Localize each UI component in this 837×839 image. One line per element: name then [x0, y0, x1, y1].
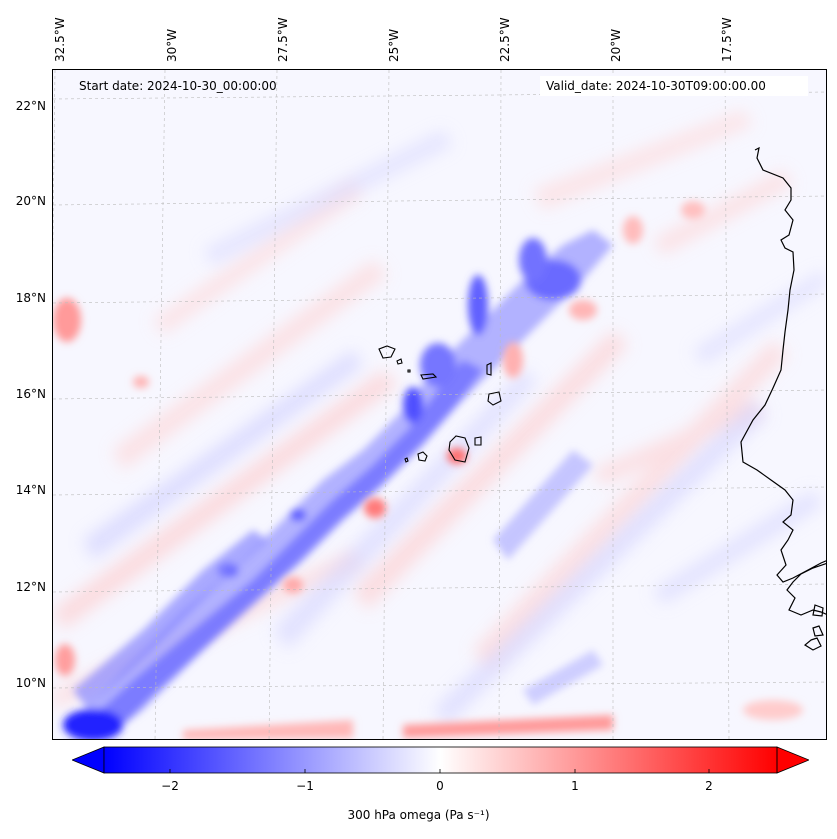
lon-label-20w: 20°W: [609, 28, 623, 62]
lon-label-32-5w: 32.5°W: [53, 17, 67, 62]
colorbar-extend-max: [776, 746, 809, 774]
lon-label-27-5w: 27.5°W: [276, 17, 290, 62]
lat-label-14n: 14°N: [15, 483, 46, 497]
omega-map: Start date: 2024-10-30_00:00:00 Valid_da…: [52, 69, 827, 740]
colorbar-tick-neg1: −1: [296, 779, 314, 793]
colorbar-gradient: [104, 747, 777, 773]
lat-label-10n: 10°N: [15, 676, 46, 690]
lat-label-16n: 16°N: [15, 387, 46, 401]
colorbar-tick-2: 2: [705, 779, 713, 793]
cape-verde-islands: [378, 345, 502, 463]
colorbar-outline: [103, 746, 778, 774]
lat-label-18n: 18°N: [15, 291, 46, 305]
lat-label-22n: 22°N: [15, 99, 46, 113]
africa-coastline: [740, 146, 826, 651]
start-date-label: Start date: 2024-10-30_00:00:00: [79, 79, 277, 93]
lon-label-22-5w: 22.5°W: [498, 17, 512, 62]
colorbar: [72, 746, 809, 774]
colorbar-tick-neg2: −2: [161, 779, 179, 793]
weak-negative-bands: [83, 130, 826, 725]
lon-label-25w: 25°W: [387, 28, 401, 62]
colorbar-extend-min: [72, 746, 105, 774]
colorbar-tick-marks: [169, 769, 710, 773]
valid-date-label: Valid_date: 2024-10-30T09:00:00.00: [546, 79, 766, 93]
lat-label-12n: 12°N: [15, 580, 46, 594]
lon-label-30w: 30°W: [165, 28, 179, 62]
lat-label-20n: 20°N: [15, 194, 46, 208]
lon-label-17-5w: 17.5°W: [720, 17, 734, 62]
strong-positive-patches: [53, 201, 803, 739]
colorbar-tick-0: 0: [436, 779, 444, 793]
strong-negative-band: [63, 230, 613, 739]
colorbar-label: 300 hPa omega (Pa s⁻¹): [347, 808, 490, 822]
colorbar-tick-1: 1: [571, 779, 579, 793]
valid-date-box: Valid_date: 2024-10-30T09:00:00.00: [540, 76, 808, 96]
gridlines: [53, 70, 826, 739]
omega-field: [53, 70, 826, 739]
